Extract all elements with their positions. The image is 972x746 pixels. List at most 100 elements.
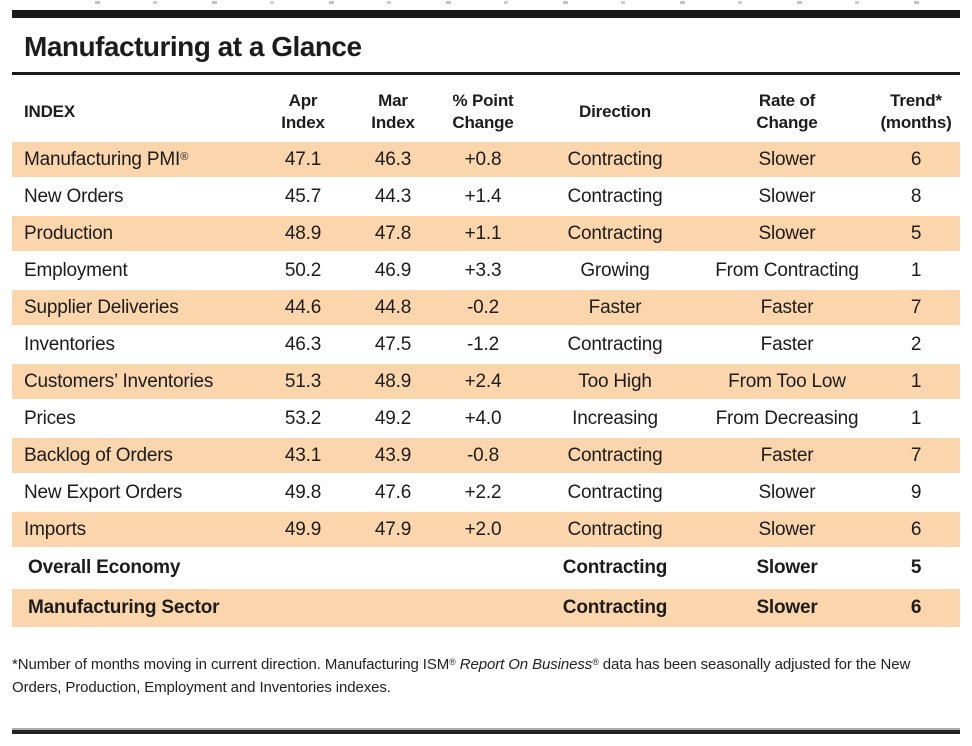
footnote-text-end: data has been seasonally adjusted for th…: [12, 656, 911, 696]
cell-mar-index: 47.6: [374, 481, 412, 503]
cell-mar-index: 43.9: [348, 436, 438, 476]
cell-trend: 2: [910, 333, 922, 355]
cell-rate-of-change: Faster: [702, 288, 872, 328]
cell-mar-index: 46.3: [348, 140, 438, 180]
cell-rate-of-change: Faster: [702, 436, 872, 476]
table-row-employment: Employment 50.2 46.9 +3.3 Growing From C…: [12, 252, 960, 289]
cell-rate-of-change: Slower: [702, 140, 872, 180]
cell-mar-index: [348, 587, 438, 630]
cell-direction: Contracting: [528, 587, 702, 630]
cell-apr-index: 46.3: [284, 333, 322, 355]
column-header-apr-index: Apr Index: [281, 90, 325, 132]
registered-mark: ®: [180, 150, 189, 163]
cell-index: Customers’ Inventories: [12, 362, 258, 402]
cell-trend: 6: [872, 510, 960, 550]
top-rule: [12, 10, 960, 18]
cell-apr-index: 47.1: [258, 140, 348, 180]
cell-direction: Growing: [580, 259, 650, 281]
cell-trend: 1: [910, 407, 922, 429]
cell-apr-index: 43.1: [258, 436, 348, 476]
table-row-manufacturing-pmi: Manufacturing PMI® 47.1 46.3 +0.8 Contra…: [12, 140, 960, 180]
cell-rate-of-change: Slower: [758, 185, 816, 207]
cell-trend: 9: [910, 481, 922, 503]
cell-point-change: +1.1: [438, 214, 528, 254]
cell-point-change: +2.4: [438, 362, 528, 402]
cell-rate-of-change: Faster: [760, 333, 814, 355]
cell-index: Inventories: [24, 333, 115, 355]
cell-direction: Contracting: [528, 510, 702, 550]
column-header-trend: Trend* (months): [880, 90, 952, 132]
manufacturing-at-a-glance-table: INDEX Apr Index Mar Index % Point Change Di…: [12, 83, 960, 630]
cell-apr-index: 44.6: [258, 288, 348, 328]
cell-apr-index: 53.2: [284, 407, 322, 429]
table-row-inventories: Inventories 46.3 47.5 -1.2 Contracting F…: [12, 326, 960, 363]
cell-index: Imports: [12, 510, 258, 550]
cell-rate-of-change: Slower: [702, 214, 872, 254]
cell-mar-index: [348, 548, 438, 588]
column-header-mar-index: Mar Index: [371, 90, 415, 132]
cell-point-change: [438, 587, 528, 630]
column-header-index: INDEX: [24, 101, 75, 121]
cell-trend: 1: [910, 259, 922, 281]
cell-point-change: +2.0: [438, 510, 528, 550]
cell-mar-index: 44.8: [348, 288, 438, 328]
cell-rate-of-change: Slower: [758, 481, 816, 503]
cell-trend: 6: [872, 140, 960, 180]
page-title: Manufacturing at a Glance: [24, 31, 362, 62]
cell-apr-index: [258, 548, 348, 588]
cell-point-change: +0.8: [438, 140, 528, 180]
cell-trend: 1: [872, 362, 960, 402]
column-header-direction: Direction: [579, 101, 651, 121]
cell-index: Overall Economy: [28, 557, 181, 579]
cell-point-change: +2.2: [464, 481, 502, 503]
table-row-production: Production 48.9 47.8 +1.1 Contracting Sl…: [12, 214, 960, 254]
cell-trend: 7: [872, 288, 960, 328]
cell-apr-index: 50.2: [284, 259, 322, 281]
cell-apr-index: 49.8: [284, 481, 322, 503]
cell-point-change: +1.4: [464, 185, 502, 207]
cell-mar-index: 47.8: [348, 214, 438, 254]
column-header-rate-of-change: Rate of Change: [756, 90, 818, 132]
cell-direction: Increasing: [572, 407, 658, 429]
cell-trend: 8: [910, 185, 922, 207]
cell-apr-index: 51.3: [258, 362, 348, 402]
cell-apr-index: 45.7: [284, 185, 322, 207]
cell-index: Production: [12, 214, 258, 254]
cell-rate-of-change: Slower: [702, 510, 872, 550]
cell-mar-index: 49.2: [374, 407, 412, 429]
cell-direction: Contracting: [562, 557, 668, 579]
table-row-overall-economy: Overall Economy Contracting Slower 5: [12, 548, 960, 588]
cell-direction: Too High: [528, 362, 702, 402]
table-row-imports: Imports 49.9 47.9 +2.0 Contracting Slowe…: [12, 510, 960, 550]
column-header-point-change: % Point Change: [452, 90, 514, 132]
cell-index: Employment: [24, 259, 128, 281]
cell-rate-of-change: Slower: [702, 587, 872, 630]
cell-apr-index: 48.9: [258, 214, 348, 254]
registered-mark: ®: [449, 657, 456, 668]
cell-trend: 5: [872, 214, 960, 254]
table-row-manufacturing-sector: Manufacturing Sector Contracting Slower …: [12, 587, 960, 630]
table-row-prices: Prices 53.2 49.2 +4.0 Increasing From De…: [12, 400, 960, 437]
cell-index: New Export Orders: [24, 481, 183, 503]
cell-rate-of-change: From Decreasing: [715, 407, 859, 429]
cell-point-change: -0.8: [438, 436, 528, 476]
cell-mar-index: 47.5: [374, 333, 412, 355]
cell-point-change: +3.3: [464, 259, 502, 281]
cell-trend: 5: [910, 557, 922, 579]
cell-index: Manufacturing Sector: [12, 587, 258, 630]
cell-rate-of-change: Slower: [756, 557, 818, 579]
cell-apr-index: 49.9: [258, 510, 348, 550]
cell-mar-index: 46.9: [374, 259, 412, 281]
footnote-text-start: *Number of months moving in current dire…: [12, 656, 450, 674]
table-header-row: INDEX Apr Index Mar Index % Point Change Di…: [12, 83, 960, 141]
bottom-rule: [12, 728, 960, 734]
cell-rate-of-change: From Contracting: [715, 259, 859, 281]
cell-point-change: -1.2: [467, 333, 499, 355]
cell-trend: 6: [872, 587, 960, 630]
cell-point-change: +4.0: [464, 407, 502, 429]
cell-direction: Contracting: [567, 185, 663, 207]
cell-direction: Contracting: [528, 436, 702, 476]
cell-rate-of-change: From Too Low: [702, 362, 872, 402]
cell-point-change: -0.2: [438, 288, 528, 328]
cell-direction: Contracting: [567, 481, 663, 503]
